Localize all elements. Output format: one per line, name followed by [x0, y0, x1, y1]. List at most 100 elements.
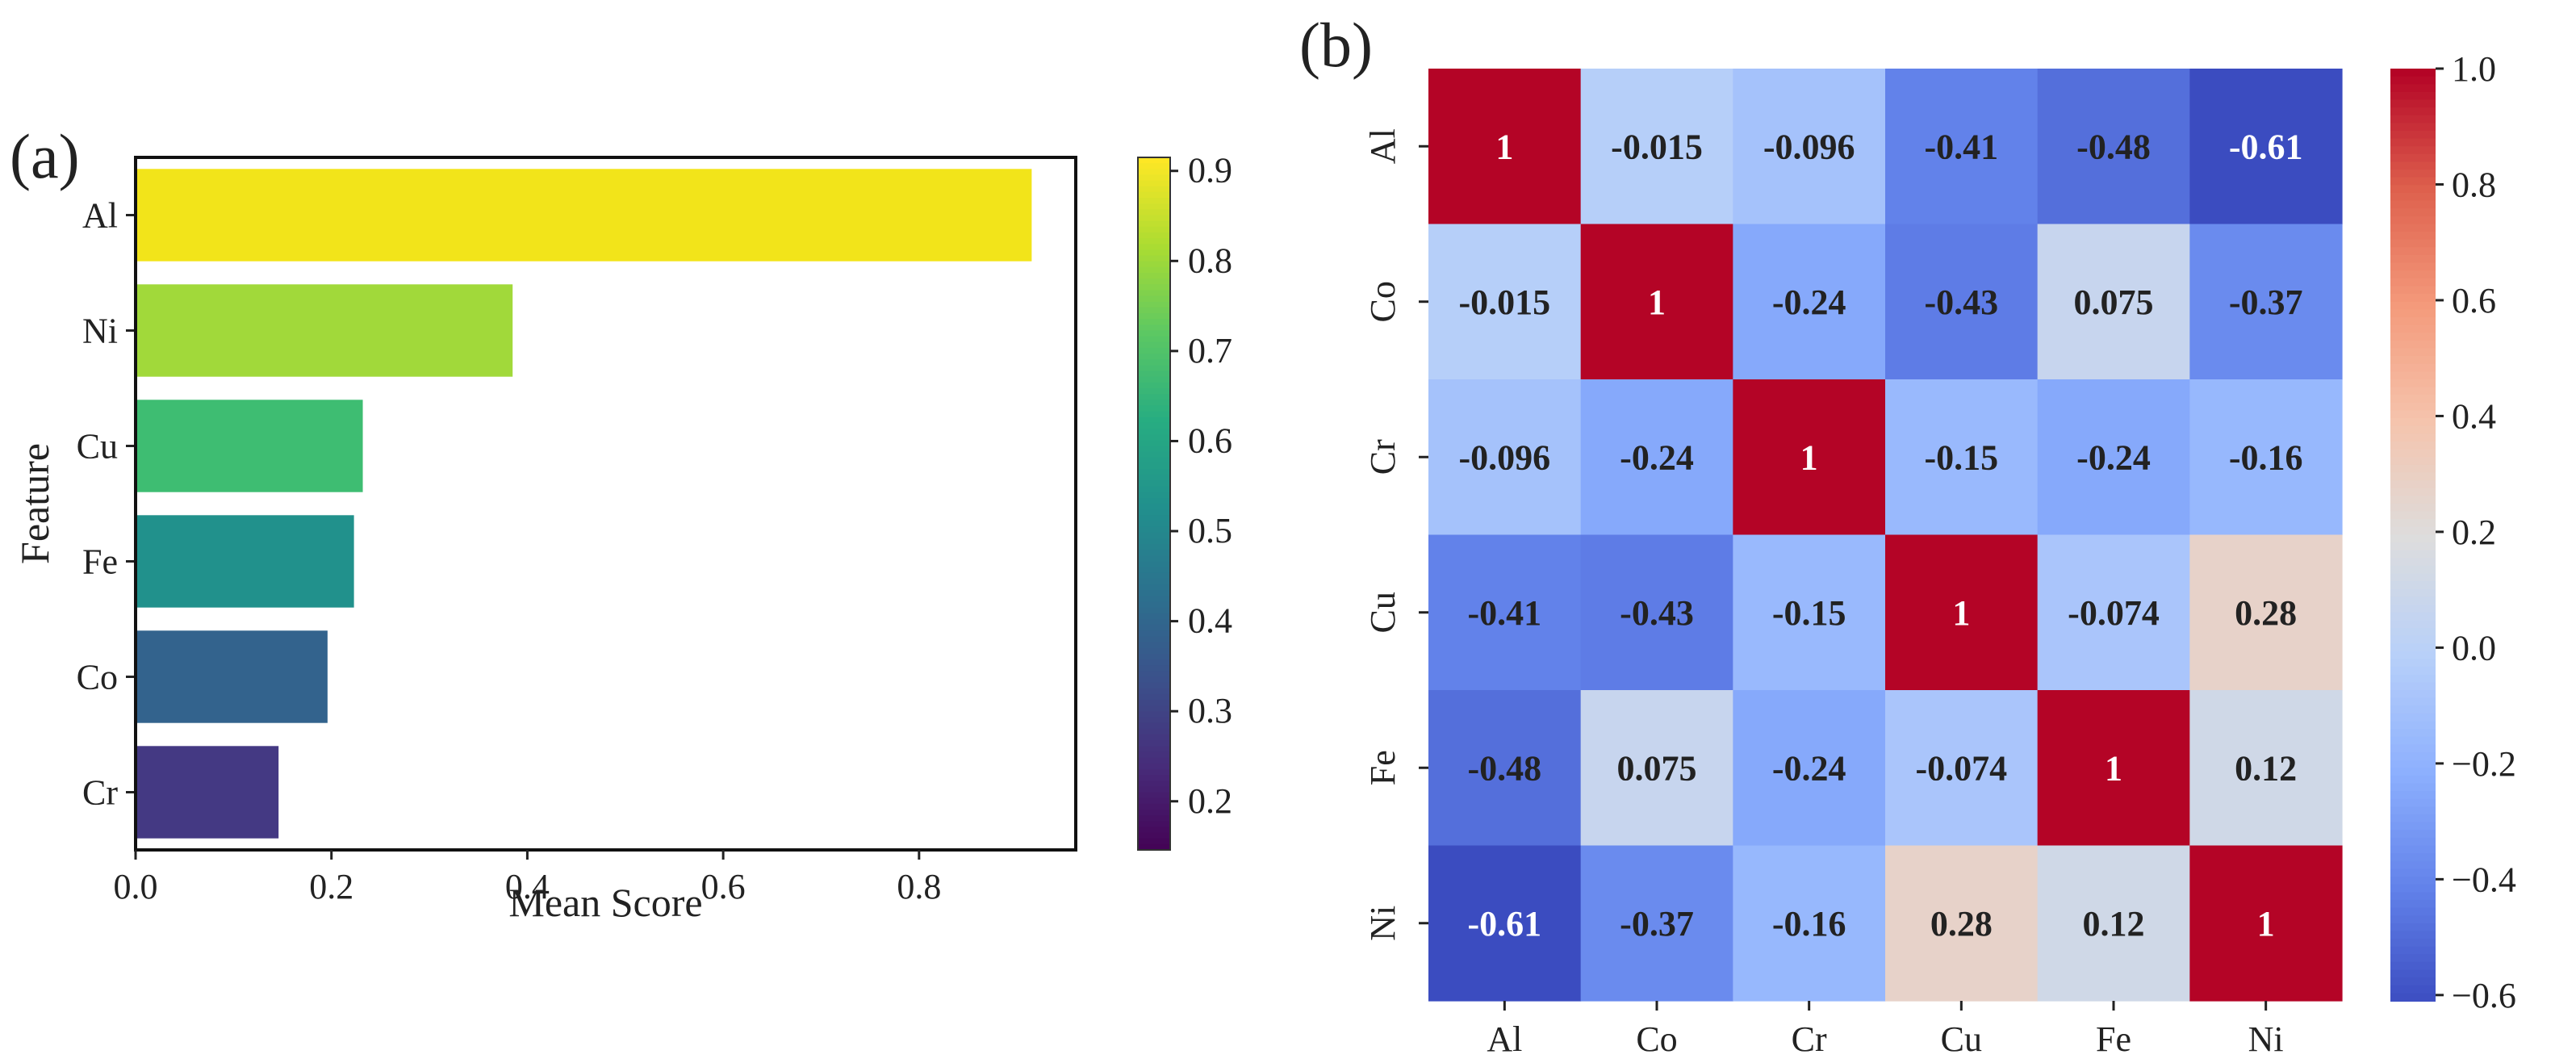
bar-cu [136, 400, 363, 492]
heatmap-cell [1428, 379, 1582, 536]
colorbar-a-segment [1138, 429, 1170, 436]
colorbar-a-segment [1138, 781, 1170, 788]
colorbar-a-segment [1138, 492, 1170, 499]
colorbar-a-segment [1138, 555, 1170, 563]
heatmap-cell [1428, 534, 1582, 691]
colorbar-b-segment [2390, 504, 2436, 513]
colorbar-b-segment [2390, 480, 2436, 489]
colorbar-b-segment [2390, 612, 2436, 621]
colorbar-b-segment [2390, 822, 2436, 831]
colorbar-a-segment [1138, 636, 1170, 643]
colorbar-b-segment [2390, 798, 2436, 808]
colorbar-a-segment [1138, 157, 1170, 165]
colorbar-a-segment [1138, 169, 1170, 176]
colorbar-a-segment [1138, 504, 1170, 511]
colorbar-a-segment [1138, 832, 1170, 839]
heatmap-cell [2037, 69, 2190, 225]
colorbar-a-segment [1138, 365, 1170, 372]
colorbar-b-segment [2390, 379, 2436, 388]
colorbar-b-segment [2390, 566, 2436, 575]
heatmap-cell [1428, 224, 1582, 380]
colorbar-a-segment [1138, 180, 1170, 187]
heatmap-cell-label: 1 [1648, 282, 1666, 322]
colorbar-b-segment [2390, 939, 2436, 948]
colorbar-a-segment [1138, 607, 1170, 614]
colorbar-a-segment [1138, 313, 1170, 320]
colorbar-b-segment [2390, 472, 2436, 482]
colorbar-b-segment [2390, 146, 2436, 155]
heatmap-cell-label: -0.015 [1611, 127, 1703, 166]
colorbar-b-segment [2390, 255, 2436, 264]
heatmap-y-tick-label: Co [1363, 281, 1403, 322]
colorbar-b-segment [2390, 464, 2436, 474]
colorbar-b-segment [2390, 526, 2436, 536]
heatmap-cell-label: -0.16 [2229, 437, 2303, 477]
heatmap-cell-label: 1 [1952, 593, 1970, 633]
heatmap-cell-label: -0.015 [1459, 282, 1551, 322]
heatmap-x-tick-label: Cu [1941, 1019, 1982, 1059]
heatmap-x-tick-label: Al [1487, 1019, 1522, 1059]
colorbar-a-segment [1138, 451, 1170, 458]
heatmap-panel: 1 -0.015 -0.096 -0.41 -0.48 -0.61 -0.015 1 -0.24… [1363, 49, 2516, 1059]
colorbar-b-segment [2390, 519, 2436, 528]
colorbar-b-segment [2390, 682, 2436, 691]
heatmap-cell-label: -0.16 [1772, 904, 1846, 944]
heatmap-cell-label: -0.48 [2076, 127, 2151, 166]
colorbar-b-segment [2390, 635, 2436, 645]
colorbar-b-segment [2390, 690, 2436, 699]
heatmap-y-tick-label: Ni [1363, 906, 1403, 941]
x-tick-label: 0.6 [701, 867, 746, 906]
colorbar-a-segment [1138, 394, 1170, 401]
heatmap-cell [1580, 845, 1733, 1002]
colorbar-a-segment [1138, 526, 1170, 534]
colorbar-b-segment [2390, 899, 2436, 909]
colorbar-a-segment [1138, 319, 1170, 326]
colorbar-b-segment [2390, 193, 2436, 202]
x-axis-label: Mean Score [508, 880, 702, 925]
colorbar-b-tick-label: 0.8 [2452, 165, 2496, 204]
colorbar-b-segment [2390, 961, 2436, 971]
heatmap-cell [2189, 690, 2343, 847]
heatmap-cell-label: -0.41 [1468, 593, 1542, 633]
heatmap-cell [1580, 69, 1733, 225]
colorbar-a-segment [1138, 601, 1170, 609]
colorbar-a-segment [1138, 509, 1170, 517]
colorbar-a-segment [1138, 671, 1170, 678]
heatmap-cell [1733, 69, 1886, 225]
heatmap-cell-label: -0.096 [1459, 437, 1551, 477]
colorbar-a-segment [1138, 400, 1170, 407]
heatmap-cell [1885, 690, 2039, 847]
colorbar-b-segment [2390, 457, 2436, 466]
colorbar-a-segment [1138, 191, 1170, 199]
heatmap-cell-label: -0.24 [1620, 437, 1694, 477]
heatmap-cell-label: -0.61 [1468, 904, 1542, 944]
heatmap-cell [1428, 690, 1582, 847]
colorbar-b-segment [2390, 123, 2436, 132]
colorbar-b-segment [2390, 659, 2436, 668]
colorbar-a-segment [1138, 475, 1170, 482]
colorbar-a-segment [1138, 307, 1170, 315]
y-tick-label: Al [82, 196, 118, 236]
colorbar-b-segment [2390, 153, 2436, 163]
colorbar-a-segment [1138, 717, 1170, 724]
colorbar-b-segment [2390, 573, 2436, 583]
heatmap-cell-label: 0.075 [1617, 748, 1697, 788]
heatmap-cell [1733, 224, 1886, 380]
colorbar-b-segment [2390, 333, 2436, 341]
heatmap-cell-label: -0.24 [2076, 437, 2151, 477]
colorbar-a-segment [1138, 163, 1170, 170]
colorbar-a-segment [1138, 411, 1170, 418]
colorbar-a-segment [1138, 336, 1170, 343]
colorbar-b-segment [2390, 324, 2436, 334]
colorbar-a-tick-label: 0.7 [1188, 331, 1232, 370]
colorbar-a-segment [1138, 480, 1170, 488]
colorbar-a-segment [1138, 416, 1170, 424]
colorbar-a-tick-label: 0.5 [1188, 511, 1232, 550]
heatmap-cell-label: 0.075 [2074, 282, 2154, 322]
colorbar-b-segment [2390, 752, 2436, 761]
bar-cr [136, 746, 279, 839]
colorbar-a-segment [1138, 590, 1170, 597]
colorbar-b-segment [2390, 877, 2436, 885]
colorbar-b-segment [2390, 830, 2436, 839]
y-tick-label: Co [77, 658, 118, 697]
